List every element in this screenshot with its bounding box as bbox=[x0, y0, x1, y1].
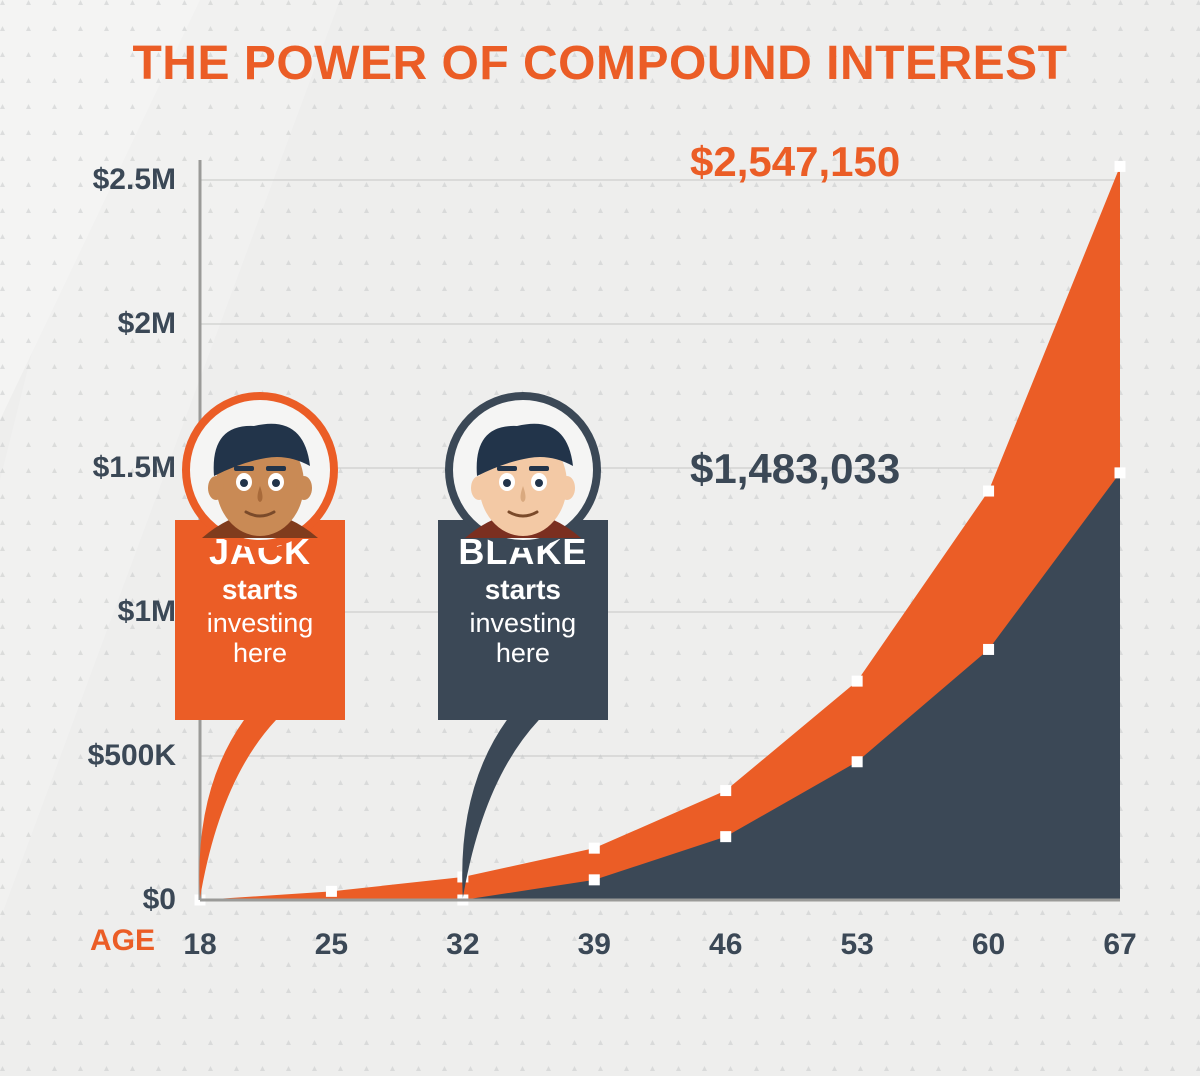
infographic-root: THE POWER OF COMPOUND INTEREST JACKstart… bbox=[0, 0, 1200, 1076]
callout-line2-jack: starts bbox=[175, 574, 345, 605]
y-tick-label: $2.5M bbox=[93, 163, 176, 197]
callout-line2-blake: starts bbox=[438, 574, 608, 605]
callout-jack: JACKstartsinvestinghere bbox=[175, 520, 345, 720]
y-tick-label: $2M bbox=[118, 307, 176, 341]
callout-line4-jack: here bbox=[175, 638, 345, 668]
marker-blake bbox=[589, 874, 600, 885]
end-value-blake: $1,483,033 bbox=[690, 445, 990, 493]
x-tick-label: 67 bbox=[1103, 928, 1136, 962]
marker-blake bbox=[852, 756, 863, 767]
x-tick-label: 46 bbox=[709, 928, 742, 962]
y-tick-label: $0 bbox=[143, 883, 176, 917]
marker-jack bbox=[326, 886, 337, 897]
chart-title: THE POWER OF COMPOUND INTEREST bbox=[0, 36, 1200, 91]
marker-blake bbox=[1115, 467, 1126, 478]
callout-line3-blake: investing bbox=[438, 608, 608, 638]
callout-line4-blake: here bbox=[438, 638, 608, 668]
x-tick-label: 60 bbox=[972, 928, 1005, 962]
avatar-face-jack bbox=[182, 392, 338, 548]
marker-jack bbox=[720, 785, 731, 796]
x-tick-label: 32 bbox=[446, 928, 479, 962]
y-tick-label: $1M bbox=[118, 595, 176, 629]
y-tick-label: $1.5M bbox=[93, 451, 176, 485]
x-tick-label: 39 bbox=[578, 928, 611, 962]
callout-blake: BLAKEstartsinvestinghere bbox=[438, 520, 608, 720]
callout-line3-jack: investing bbox=[175, 608, 345, 638]
marker-jack bbox=[852, 676, 863, 687]
x-axis-title: AGE bbox=[90, 924, 155, 958]
marker-jack bbox=[589, 843, 600, 854]
marker-blake bbox=[983, 644, 994, 655]
marker-jack bbox=[1115, 161, 1126, 172]
y-tick-label: $500K bbox=[88, 739, 176, 773]
x-tick-label: 25 bbox=[315, 928, 348, 962]
x-tick-label: 18 bbox=[183, 928, 216, 962]
end-value-jack: $2,547,150 bbox=[690, 138, 990, 186]
x-tick-label: 53 bbox=[840, 928, 873, 962]
marker-blake bbox=[720, 831, 731, 842]
avatar-face-blake bbox=[445, 392, 601, 548]
